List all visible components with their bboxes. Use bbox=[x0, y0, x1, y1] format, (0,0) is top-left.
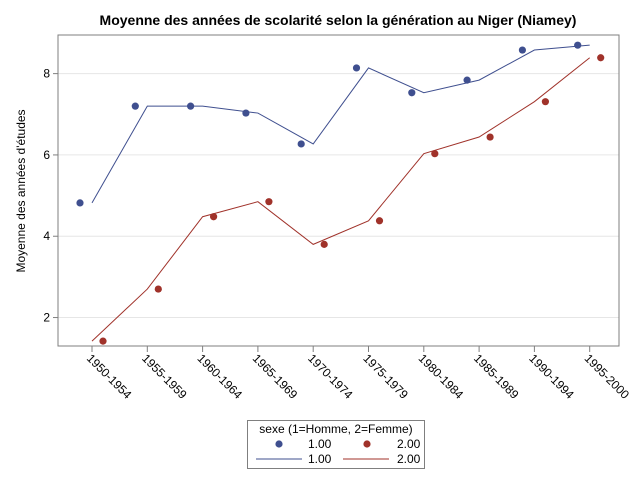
legend-items: 1.001.00 2.002.00 bbox=[256, 437, 421, 466]
y-axis: 2 4 6 8 bbox=[43, 67, 58, 325]
x-tick-label: 1980-1984 bbox=[416, 351, 467, 402]
data-point-series-2 bbox=[597, 54, 605, 62]
data-point-series-1 bbox=[518, 46, 527, 54]
legend-frame bbox=[247, 420, 425, 469]
y-tick-label: 4 bbox=[43, 229, 50, 243]
data-point-series-1 bbox=[408, 89, 416, 97]
x-tick-label: 1950-1954 bbox=[84, 351, 135, 402]
data-point-series-1 bbox=[131, 102, 139, 110]
data-point-series-1 bbox=[76, 199, 84, 207]
x-tick-label: 1960-1964 bbox=[194, 351, 245, 402]
x-tick-label: 1970-1974 bbox=[305, 351, 356, 402]
plot-frame bbox=[57, 34, 620, 347]
legend-label-marker-2: 2.00 bbox=[397, 437, 421, 451]
data-point-series-2 bbox=[265, 198, 273, 206]
data-point-series-2 bbox=[99, 337, 107, 345]
series-line-2 bbox=[91, 57, 591, 342]
data-point-series-1 bbox=[352, 64, 361, 72]
data-point-series-1 bbox=[463, 76, 471, 84]
series-lines bbox=[91, 44, 591, 342]
data-point-series-1 bbox=[187, 102, 195, 110]
data-point-series-2 bbox=[541, 98, 550, 106]
data-point-series-1 bbox=[574, 41, 582, 49]
data-point-series-2 bbox=[486, 133, 494, 141]
data-point-series-1 bbox=[297, 140, 305, 148]
legend-marker-1 bbox=[275, 440, 283, 448]
data-point-series-2 bbox=[154, 285, 162, 293]
legend-marker-2 bbox=[363, 440, 371, 448]
x-axis: 1950-1954 1955-1959 1960-1964 1965-1969 1970… bbox=[84, 346, 632, 402]
data-point-series-2 bbox=[431, 150, 439, 158]
legend: sexe (1=Homme, 2=Femme) 1.001.00 2.002.00 bbox=[247, 420, 425, 469]
series-line-1 bbox=[91, 44, 590, 204]
y-tick-label: 8 bbox=[43, 67, 50, 81]
gridlines bbox=[58, 73, 619, 319]
chart-title: Moyenne des années de scolarité selon la… bbox=[100, 12, 577, 28]
y-tick-label: 2 bbox=[43, 311, 50, 325]
x-tick-label: 1985-1989 bbox=[471, 351, 522, 402]
data-point-series-2 bbox=[320, 240, 328, 248]
legend-label-line-2: 2.00 bbox=[397, 452, 421, 466]
x-tick-label: 1965-1969 bbox=[250, 351, 301, 402]
x-tick-label: 1995-2000 bbox=[582, 351, 633, 402]
y-axis-label: Moyenne des années d'études bbox=[14, 109, 28, 272]
data-point-series-1 bbox=[242, 109, 250, 117]
legend-label-line-1: 1.00 bbox=[308, 452, 332, 466]
y-tick-label: 6 bbox=[43, 148, 50, 162]
x-tick-label: 1975-1979 bbox=[360, 351, 411, 402]
data-point-series-2 bbox=[210, 213, 218, 221]
legend-title: sexe (1=Homme, 2=Femme) bbox=[259, 422, 412, 436]
x-tick-label: 1955-1959 bbox=[139, 351, 190, 402]
data-point-series-2 bbox=[375, 217, 384, 225]
legend-label-marker-1: 1.00 bbox=[308, 437, 332, 451]
series-points bbox=[76, 41, 605, 345]
x-tick-label: 1990-1994 bbox=[526, 351, 577, 402]
